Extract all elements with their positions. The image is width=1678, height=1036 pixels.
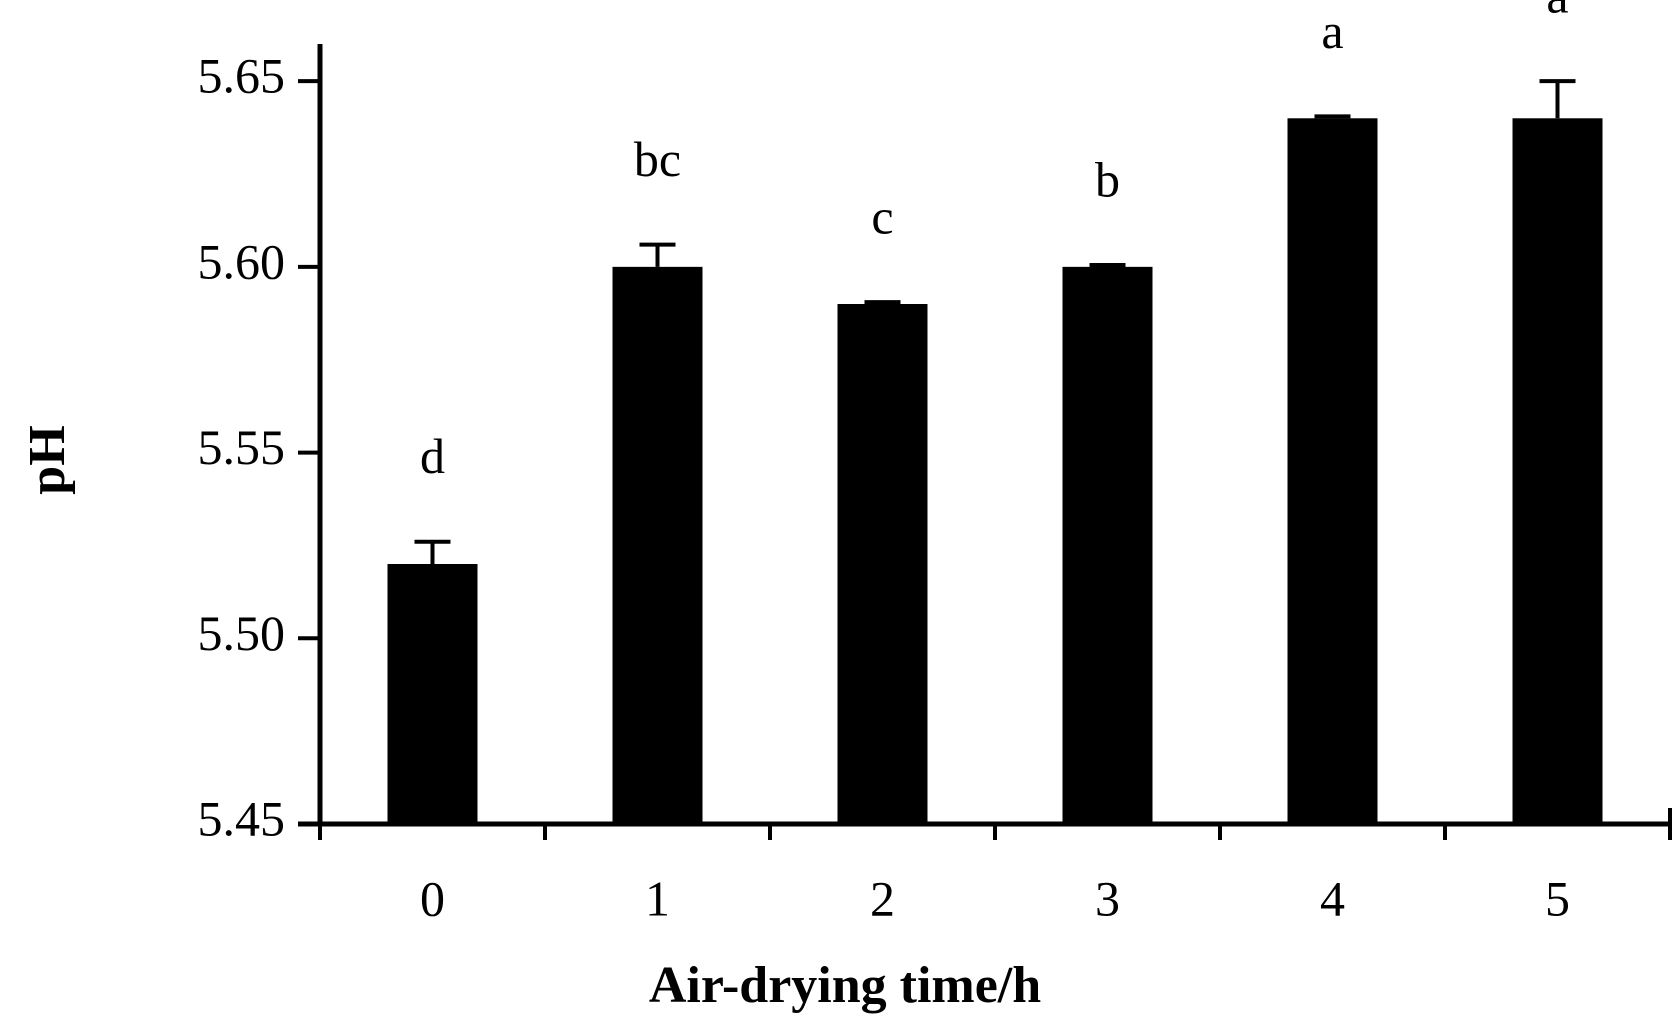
error-bar bbox=[639, 242, 676, 267]
y-tick-label: 5.60 bbox=[198, 233, 286, 289]
y-tick-label: 5.65 bbox=[198, 48, 286, 104]
bar bbox=[837, 304, 928, 824]
error-bar bbox=[1539, 79, 1576, 119]
y-axis-title: pH bbox=[19, 425, 76, 494]
significance-label: d bbox=[420, 428, 445, 484]
x-axis-title: Air-drying time/h bbox=[649, 957, 1041, 1014]
bar bbox=[1062, 266, 1153, 824]
x-tick-label: 2 bbox=[870, 870, 895, 926]
significance-label: a bbox=[1321, 3, 1343, 59]
bar bbox=[387, 564, 478, 824]
bar bbox=[1512, 118, 1603, 825]
significance-label: b bbox=[1095, 151, 1120, 207]
error-bar bbox=[1089, 263, 1126, 267]
significance-label: c bbox=[871, 189, 893, 245]
x-tick-label: 4 bbox=[1320, 870, 1345, 926]
x-tick-label: 1 bbox=[645, 870, 670, 926]
y-tick-label: 5.55 bbox=[198, 419, 286, 475]
x-tick-label: 5 bbox=[1545, 870, 1570, 926]
bar bbox=[1287, 118, 1378, 825]
significance-label: bc bbox=[634, 131, 681, 187]
significance-label: a bbox=[1546, 0, 1568, 24]
x-tick-label: 0 bbox=[420, 870, 445, 926]
y-tick-label: 5.50 bbox=[198, 605, 286, 661]
error-bar bbox=[414, 539, 451, 564]
x-tick-label: 3 bbox=[1095, 870, 1120, 926]
error-bar bbox=[1314, 114, 1351, 119]
error-bar bbox=[864, 300, 901, 305]
bar bbox=[612, 266, 703, 824]
y-tick-label: 5.45 bbox=[198, 790, 286, 846]
